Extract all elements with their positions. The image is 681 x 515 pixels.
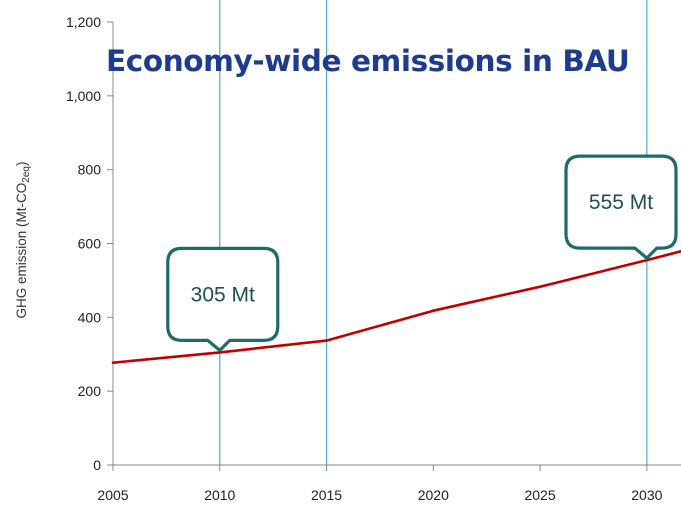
y-axis-label-main: GHG emission (Mt-CO	[14, 183, 29, 319]
data-point	[432, 309, 435, 312]
chart-title: Economy-wide emissions in BAU	[106, 44, 630, 78]
y-axis-label: GHG emission (Mt-CO2eq)	[14, 162, 32, 319]
x-tick-label: 2015	[311, 487, 342, 503]
data-point	[325, 339, 328, 342]
data-point	[538, 285, 542, 288]
y-axis-label-sub-1: 2	[21, 177, 32, 183]
svg-text:GHG emission (Mt-CO2eq): GHG emission (Mt-CO2eq)	[14, 162, 32, 319]
y-tick-label: 600	[78, 236, 102, 252]
callout-label: 305 Mt	[191, 283, 255, 306]
y-axis-label-close: )	[14, 162, 29, 167]
y-tick-label: 800	[78, 162, 102, 178]
x-tick-label: 2005	[97, 487, 128, 503]
x-tick-label: 2025	[524, 487, 555, 503]
y-tick-label: 1,200	[66, 14, 101, 30]
callout-box	[564, 154, 678, 260]
y-tick-label: 400	[78, 309, 102, 325]
x-tick-label: 2010	[204, 487, 235, 503]
callout-box	[166, 246, 280, 353]
y-tick-label: 0	[93, 457, 101, 473]
data-point	[111, 361, 115, 365]
x-tick-label: 2030	[631, 487, 662, 503]
y-tick-label: 200	[78, 383, 102, 399]
y-axis-label-sub-2: eq	[21, 166, 32, 177]
x-tick-label: 2020	[418, 487, 449, 503]
callout-label: 555 Mt	[589, 191, 653, 214]
y-tick-label: 1,000	[66, 88, 101, 104]
